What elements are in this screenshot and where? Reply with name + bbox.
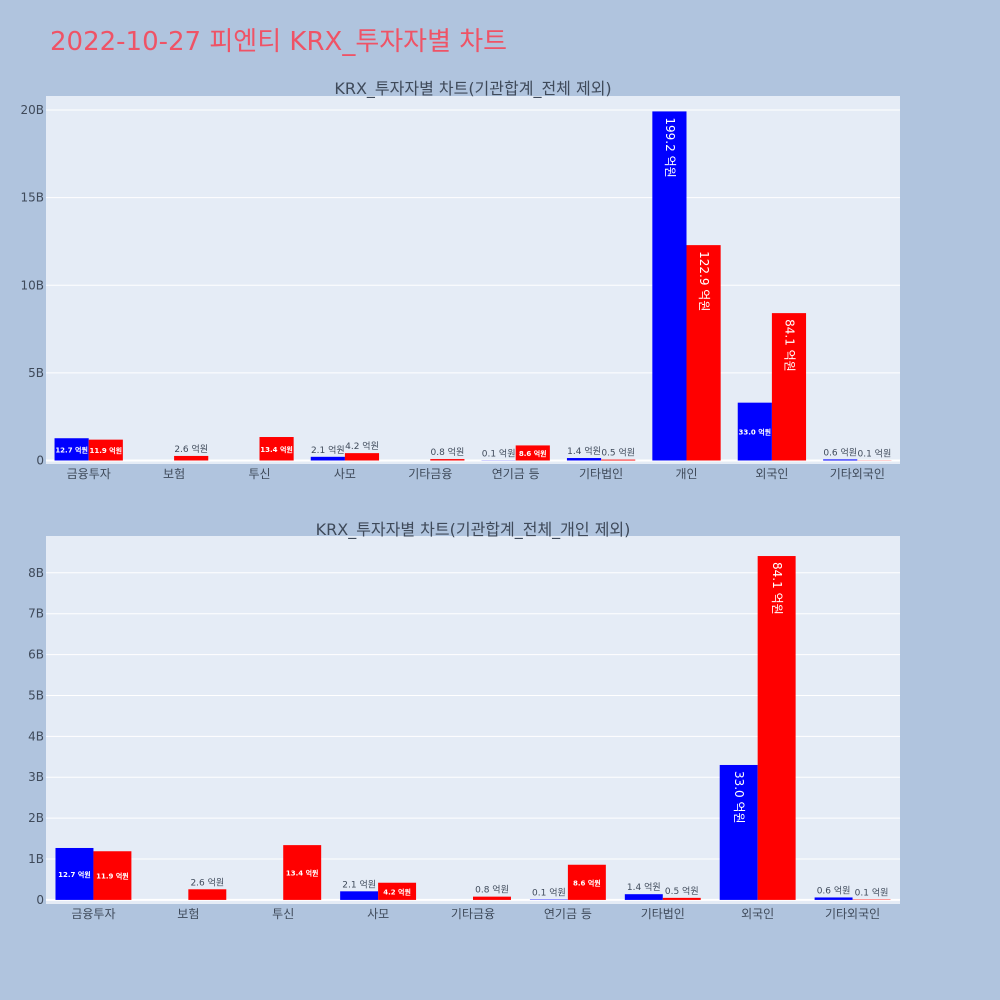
data-label: 0.6 억원 — [817, 884, 851, 896]
data-label: 84.1 억원 — [770, 562, 784, 615]
x-tick-label: 금융투자 — [67, 467, 111, 481]
y-tick-label: 1B — [28, 852, 44, 866]
data-label: 13.4 억원 — [286, 869, 319, 878]
y-tick-label: 2B — [28, 811, 44, 825]
data-label: 84.1 억원 — [782, 319, 796, 372]
x-tick-label: 기타금융 — [451, 907, 495, 921]
bar — [310, 456, 345, 461]
bar — [737, 402, 772, 461]
data-label: 199.2 억원 — [663, 117, 677, 177]
bar — [430, 459, 465, 461]
data-label: 13.4 억원 — [260, 445, 293, 454]
bar — [54, 438, 89, 461]
data-label: 4.2 억원 — [345, 440, 379, 452]
data-label: 0.1 억원 — [855, 887, 889, 899]
bar — [652, 111, 687, 461]
y-tick-label: 10B — [20, 278, 44, 292]
data-label: 33.0 억원 — [739, 428, 772, 437]
bar — [719, 764, 758, 900]
x-tick-label: 투신 — [248, 467, 270, 481]
data-label: 0.5 억원 — [665, 885, 699, 897]
bar — [473, 896, 511, 900]
data-label: 12.7 억원 — [58, 870, 91, 879]
x-tick-label: 연기금 등 — [544, 907, 592, 921]
bar — [88, 439, 123, 461]
data-label: 11.9 억원 — [96, 872, 129, 881]
data-label: 33.0 억원 — [732, 771, 746, 824]
data-label: 122.9 억원 — [697, 251, 711, 311]
y-tick-label: 0 — [36, 893, 44, 907]
bar — [624, 894, 663, 900]
y-tick-label: 5B — [28, 688, 44, 702]
bar — [378, 882, 417, 900]
data-label: 4.2 억원 — [383, 887, 411, 896]
x-tick-label: 기타외국인 — [830, 467, 885, 481]
x-tick-label: 외국인 — [755, 467, 788, 481]
data-label: 0.8 억원 — [431, 446, 465, 458]
data-label: 0.6 억원 — [823, 446, 857, 458]
data-label: 2.6 억원 — [174, 443, 208, 455]
x-tick-label: 개인 — [675, 467, 697, 481]
bar — [93, 851, 132, 900]
x-tick-label: 기타외국인 — [825, 907, 880, 921]
data-label: 11.9 억원 — [89, 446, 122, 455]
x-tick-label: 연기금 등 — [492, 467, 540, 481]
chart-title: KRX_투자자별 차트(기관합계_전체_개인 제외) — [316, 520, 631, 540]
data-label: 0.1 억원 — [532, 887, 566, 899]
bar — [601, 459, 636, 461]
bar — [757, 556, 796, 900]
bar — [344, 453, 380, 461]
y-tick-label: 0 — [36, 453, 44, 467]
data-label: 2.6 억원 — [190, 876, 224, 888]
bar — [188, 889, 227, 900]
bar — [259, 437, 294, 461]
y-tick-label: 15B — [20, 191, 44, 205]
chart-investor-all: KRX_투자자별 차트(기관합계_전체 제외) 0 5B 10B 15B 20B 금융투자 1… — [20, 79, 900, 481]
x-tick-label: 기타금융 — [408, 467, 452, 481]
x-tick-label: 외국인 — [741, 907, 774, 921]
x-tick-label: 기타법인 — [579, 467, 623, 481]
data-label: 0.8 억원 — [475, 884, 509, 896]
data-label: 0.5 억원 — [601, 447, 635, 459]
y-tick-label: 6B — [28, 648, 44, 662]
y-tick-label: 4B — [28, 729, 44, 743]
bar — [55, 847, 94, 900]
data-label: 8.6 억원 — [519, 449, 547, 458]
y-tick-label: 8B — [28, 566, 44, 580]
data-label: 1.4 억원 — [567, 445, 601, 457]
x-tick-label: 금융투자 — [71, 907, 115, 921]
bar — [686, 245, 721, 461]
bar — [771, 313, 807, 461]
data-label: 1.4 억원 — [627, 881, 661, 893]
bar — [340, 891, 379, 900]
y-tick-label: 7B — [28, 607, 44, 621]
y-tick-label: 20B — [20, 103, 44, 117]
x-tick-label: 기타법인 — [641, 907, 685, 921]
data-label: 2.1 억원 — [342, 878, 376, 890]
chart-investor-excl-individual: KRX_투자자별 차트(기관합계_전체_개인 제외) 0 1B 2B 3B 4B 5B 6B 7… — [28, 520, 900, 921]
data-label: 0.1 억원 — [482, 447, 516, 459]
data-label: 8.6 억원 — [573, 878, 601, 887]
bar — [567, 864, 606, 900]
x-tick-label: 사모 — [367, 907, 389, 921]
bar — [814, 897, 853, 900]
chart-title: KRX_투자자별 차트(기관합계_전체 제외) — [334, 79, 611, 99]
bar — [515, 445, 550, 461]
page-title: 2022-10-27 피엔티 KRX_투자자별 차트 — [50, 27, 507, 57]
x-tick-label: 보험 — [177, 907, 199, 921]
bar — [823, 459, 858, 461]
bar — [174, 455, 209, 461]
data-label: 2.1 억원 — [311, 444, 345, 456]
y-tick-label: 5B — [28, 366, 44, 380]
data-label: 0.1 억원 — [858, 447, 892, 459]
x-tick-label: 사모 — [334, 467, 356, 481]
bar — [566, 458, 602, 461]
x-tick-label: 보험 — [163, 467, 185, 481]
bar — [662, 897, 701, 900]
y-tick-label: 3B — [28, 770, 44, 784]
x-tick-label: 투신 — [272, 907, 294, 921]
bar — [283, 845, 322, 900]
data-label: 12.7 억원 — [55, 445, 88, 454]
